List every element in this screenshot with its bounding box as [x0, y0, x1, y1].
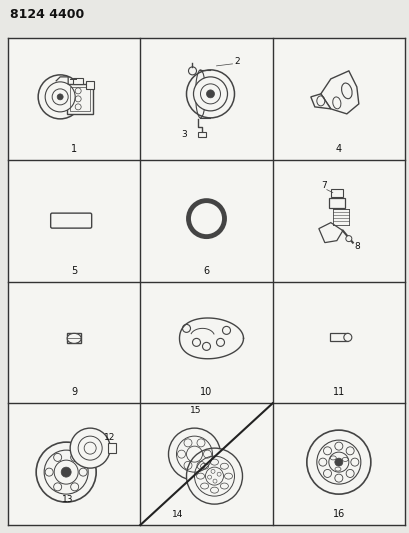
FancyBboxPatch shape: [51, 213, 92, 228]
Ellipse shape: [345, 236, 351, 241]
Bar: [198, 132, 206, 138]
Text: 15: 15: [190, 406, 201, 415]
Ellipse shape: [186, 70, 234, 118]
Text: 16: 16: [332, 509, 344, 519]
Text: 3: 3: [181, 130, 187, 139]
Ellipse shape: [306, 430, 370, 494]
Text: 5: 5: [71, 265, 77, 276]
Ellipse shape: [45, 82, 75, 112]
Bar: [108, 443, 116, 453]
Text: 11: 11: [332, 387, 344, 397]
Text: 7: 7: [320, 181, 326, 190]
Text: 8124 4400: 8124 4400: [10, 8, 84, 21]
Ellipse shape: [52, 89, 68, 105]
Ellipse shape: [206, 90, 214, 98]
Bar: [328, 198, 344, 208]
Bar: [67, 333, 81, 343]
Text: 6: 6: [203, 265, 209, 276]
Ellipse shape: [200, 84, 220, 104]
Ellipse shape: [78, 436, 102, 460]
Ellipse shape: [168, 428, 220, 480]
Bar: [67, 84, 93, 114]
Text: 9: 9: [71, 387, 77, 397]
Text: 13: 13: [62, 495, 74, 504]
Polygon shape: [318, 223, 342, 243]
Ellipse shape: [70, 428, 110, 468]
Ellipse shape: [57, 94, 63, 100]
Ellipse shape: [193, 77, 227, 111]
Bar: [330, 189, 342, 197]
Ellipse shape: [334, 458, 342, 466]
Polygon shape: [310, 94, 330, 109]
Text: 8: 8: [354, 241, 360, 251]
Text: 1: 1: [71, 144, 77, 154]
Bar: [73, 78, 83, 84]
Bar: [329, 333, 347, 341]
Bar: [70, 87, 90, 111]
Polygon shape: [320, 71, 358, 114]
Ellipse shape: [67, 333, 81, 343]
Text: 2: 2: [234, 57, 240, 66]
Ellipse shape: [38, 75, 82, 119]
Ellipse shape: [343, 333, 351, 341]
Bar: [86, 81, 94, 89]
Text: 4: 4: [335, 144, 341, 154]
Text: 14: 14: [172, 510, 183, 519]
Ellipse shape: [186, 448, 242, 504]
Text: 12: 12: [104, 433, 115, 442]
Ellipse shape: [61, 467, 71, 477]
Text: 10: 10: [200, 387, 212, 397]
Ellipse shape: [188, 67, 196, 75]
Ellipse shape: [36, 442, 96, 502]
